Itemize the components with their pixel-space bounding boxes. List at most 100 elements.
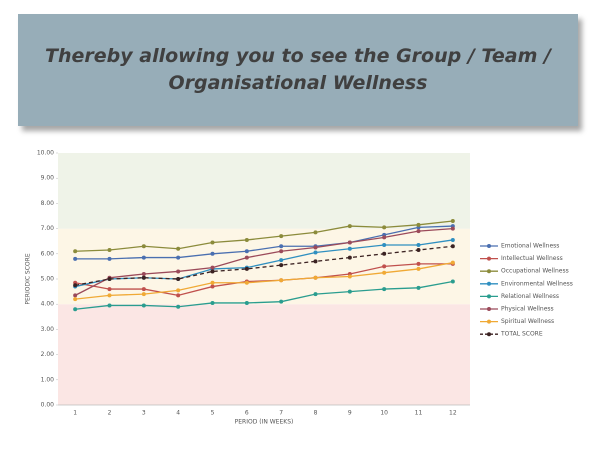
data-point (313, 245, 318, 250)
data-point (244, 280, 249, 285)
data-point (73, 307, 78, 312)
data-point (141, 287, 146, 292)
data-point (107, 248, 112, 253)
x-tick-label: 7 (279, 410, 283, 417)
data-point (279, 258, 284, 263)
data-point (210, 300, 215, 305)
score-band (58, 304, 470, 405)
legend-marker (487, 319, 491, 324)
legend-label: Emotional Wellness (501, 243, 559, 250)
data-point (313, 292, 318, 297)
data-point (382, 242, 387, 247)
data-point (244, 249, 249, 254)
y-tick-label: 4.00 (41, 301, 55, 308)
banner-title: Thereby allowing you to see the Group / … (45, 45, 551, 67)
legend-label: Physical Wellness (501, 306, 554, 313)
data-point (73, 249, 78, 254)
legend-label: Spiritual Wellness (501, 318, 554, 325)
legend-marker (487, 332, 491, 337)
y-tick-label: 7.00 (41, 225, 55, 232)
data-point (210, 269, 215, 274)
series-line (75, 261, 453, 300)
data-point (279, 234, 284, 239)
data-point (73, 283, 78, 288)
score-band (58, 153, 470, 229)
data-point (244, 266, 249, 271)
data-point (73, 293, 78, 298)
data-point (347, 246, 352, 251)
data-point (141, 271, 146, 276)
data-point (416, 222, 421, 227)
legend-label: Occupational Wellness (501, 268, 569, 275)
data-point (107, 287, 112, 292)
y-axis-label: PERIODIC SCORE (25, 253, 32, 304)
x-tick-label: 4 (176, 410, 180, 417)
data-point (416, 285, 421, 290)
data-point (176, 277, 181, 281)
data-point (176, 288, 181, 293)
x-tick-label: 12 (449, 410, 457, 417)
y-tick-label: 10.00 (37, 150, 54, 157)
data-point (450, 226, 455, 231)
data-point (416, 261, 421, 266)
data-point (382, 264, 387, 269)
x-tick-label: 8 (314, 410, 318, 417)
legend-marker (487, 294, 491, 299)
data-point (176, 246, 181, 251)
y-tick-label: 9.00 (41, 175, 55, 182)
y-tick-label: 5.00 (41, 276, 55, 283)
y-tick-label: 3.00 (41, 326, 55, 333)
series-line (74, 227, 453, 296)
data-point (141, 244, 146, 249)
legend-label: TOTAL SCORE (500, 331, 543, 338)
series-line (75, 280, 453, 310)
legend-marker (487, 307, 491, 311)
y-tick-label: 1.00 (41, 376, 55, 383)
y-tick-label: 6.00 (41, 250, 55, 257)
data-point (210, 280, 215, 285)
data-point (279, 263, 284, 268)
data-point (176, 269, 181, 274)
data-point (313, 275, 318, 280)
data-point (210, 240, 215, 245)
data-point (141, 303, 146, 308)
data-point (347, 240, 352, 245)
x-tick-label: 11 (415, 410, 423, 417)
series-line (75, 245, 453, 286)
data-point (382, 225, 387, 230)
data-point (176, 293, 181, 298)
data-point (107, 293, 112, 298)
data-point (347, 289, 352, 294)
x-tick-label: 9 (348, 410, 352, 417)
banner: Thereby allowing you to see the Group / … (18, 14, 578, 126)
series-line (75, 220, 453, 252)
data-point (450, 279, 455, 284)
legend-marker (487, 281, 491, 286)
legend-marker (487, 244, 491, 248)
data-point (244, 300, 249, 305)
legend-label: Intellectual Wellness (501, 255, 563, 262)
data-point (210, 284, 215, 289)
legend-label: Relational Wellness (501, 293, 559, 300)
data-point (416, 266, 421, 271)
data-point (382, 251, 387, 256)
banner-title: Organisational Wellness (168, 72, 428, 94)
data-point (382, 235, 387, 240)
data-point (107, 303, 112, 308)
data-point (107, 277, 112, 281)
y-tick-label: 8.00 (41, 200, 55, 207)
data-point (450, 244, 455, 249)
data-point (313, 230, 318, 235)
data-point (450, 260, 455, 265)
data-point (279, 299, 284, 304)
data-point (279, 278, 284, 283)
data-point (450, 219, 455, 224)
data-point (347, 274, 352, 279)
data-point (279, 244, 284, 249)
legend-marker (487, 269, 491, 274)
data-point (416, 229, 421, 234)
y-tick-label: 0.00 (41, 402, 55, 409)
data-point (176, 255, 181, 260)
x-tick-label: 2 (108, 410, 112, 417)
